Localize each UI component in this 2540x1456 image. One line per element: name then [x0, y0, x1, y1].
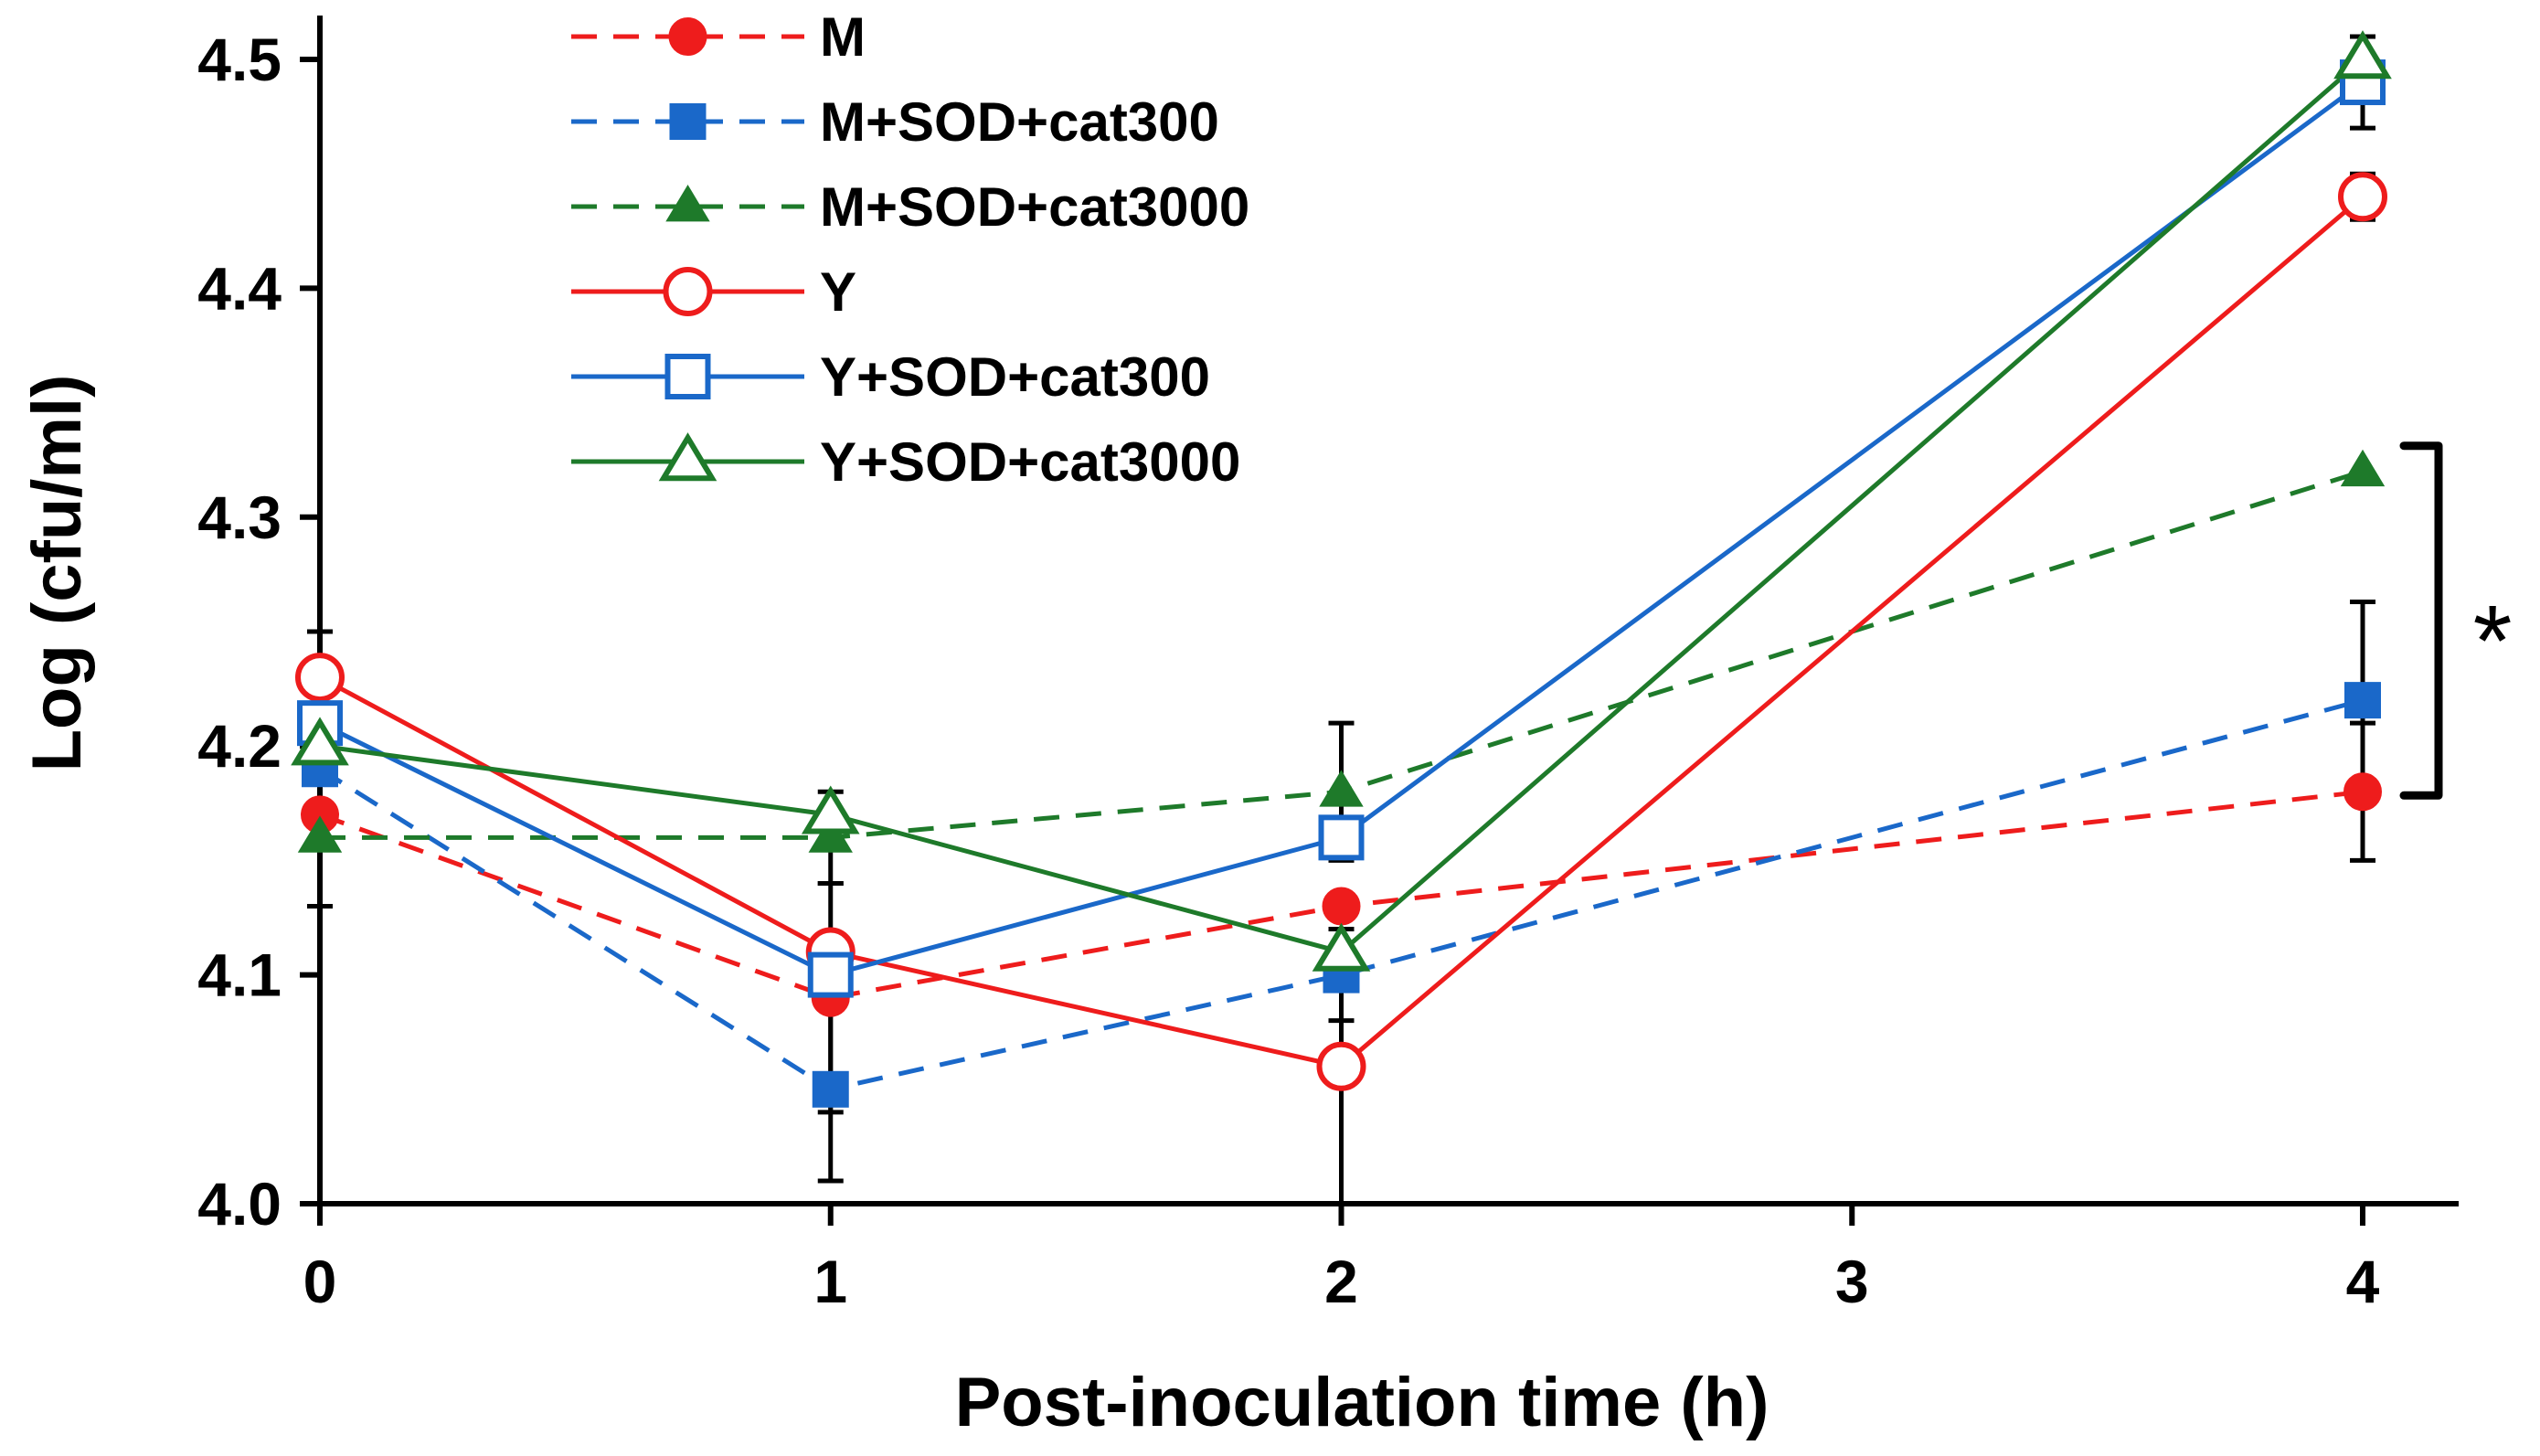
annotations: *	[2399, 441, 2513, 800]
series-line	[319, 789, 2364, 1001]
data-point	[801, 785, 860, 834]
data-point	[1316, 1041, 1366, 1091]
data-point	[1322, 887, 1361, 926]
data-point	[297, 815, 343, 853]
series-line	[318, 80, 2365, 978]
legend-label: Y+SOD+cat300	[820, 346, 1210, 408]
error-bars	[307, 34, 2375, 1206]
x-tick-label: 3	[1835, 1248, 1869, 1315]
y-tick-label: 4.2	[197, 712, 282, 780]
series-line	[319, 58, 2365, 955]
x-tick-label: 2	[1324, 1248, 1358, 1315]
series-markers	[291, 30, 2392, 1108]
y-tick-label: 4.4	[197, 254, 282, 322]
legend-label: M	[820, 6, 866, 68]
legend-marker	[665, 185, 710, 222]
legend: M M+SOD+cat300 M+SOD+cat3000 Y Y+SOD+cat300 Y…	[571, 6, 1249, 493]
legend-marker	[663, 267, 713, 316]
x-tick-label: 4	[2346, 1248, 2380, 1315]
series-line	[318, 195, 2365, 1069]
data-point	[807, 951, 854, 998]
data-point	[295, 653, 345, 703]
legend-label: M+SOD+cat300	[820, 91, 1219, 153]
legend-marker	[669, 103, 707, 140]
y-tick-label: 4.5	[197, 26, 282, 93]
x-tick-label: 0	[303, 1248, 337, 1315]
legend-marker	[658, 432, 717, 482]
significance-bracket	[2399, 441, 2443, 800]
data-point	[1319, 770, 1364, 807]
data-point	[2343, 772, 2382, 812]
legend-label: Y+SOD+cat3000	[820, 431, 1240, 493]
data-point	[2333, 30, 2392, 80]
x-tick-label: 1	[813, 1248, 847, 1315]
data-point	[2338, 172, 2387, 222]
data-point	[2340, 449, 2386, 487]
legend-marker	[664, 354, 711, 399]
data-point	[1318, 814, 1365, 861]
legend-label: M+SOD+cat3000	[820, 176, 1249, 238]
data-point	[291, 717, 349, 766]
x-axis-title: Post-inoculation time (h)	[955, 1364, 1769, 1441]
y-tick-label: 4.3	[197, 484, 282, 551]
tick-labels: 4.0 4.1 4.2 4.3 4.4 4.5 0 1 2 3 4	[197, 26, 2379, 1315]
y-tick-label: 4.1	[197, 941, 282, 1009]
data-point	[808, 815, 853, 853]
y-tick-label: 4.0	[197, 1170, 282, 1238]
series-line	[318, 697, 2364, 1092]
axes	[300, 16, 2459, 1226]
significance-star: *	[2473, 585, 2513, 697]
legend-marker	[668, 17, 707, 56]
data-point	[2344, 682, 2381, 719]
series-lines	[318, 58, 2365, 1092]
data-point	[812, 1070, 849, 1108]
data-point	[1312, 922, 1371, 972]
legend-label: Y	[820, 261, 856, 323]
y-axis-title: Log (cfu/ml)	[18, 375, 96, 772]
